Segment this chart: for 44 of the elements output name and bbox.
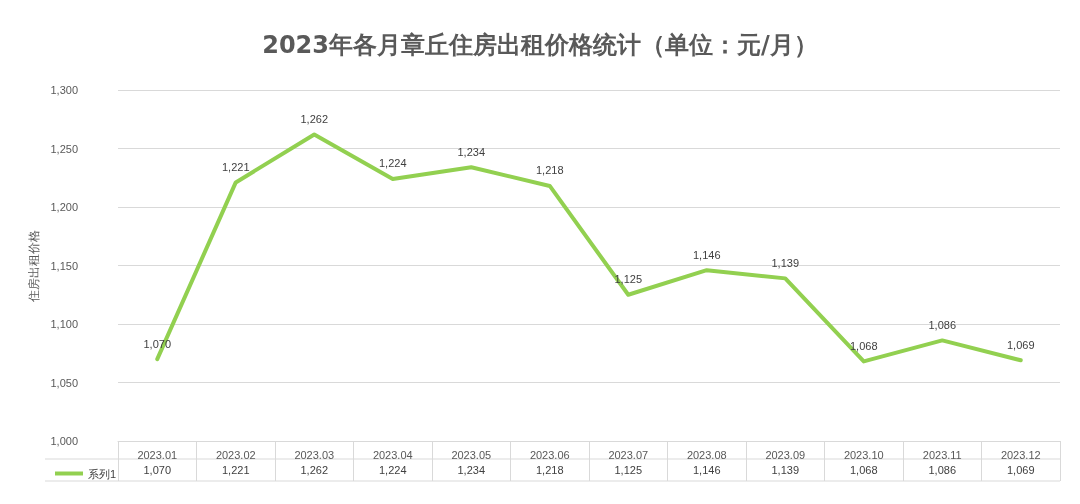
x-tick-label: 2023.10 bbox=[843, 448, 884, 461]
text: 1,086 bbox=[928, 318, 957, 331]
text: 1,146 bbox=[692, 248, 721, 261]
data-label: 1,262 bbox=[300, 464, 329, 476]
text: 1,139 bbox=[771, 256, 800, 269]
x-tick-label: 2023.11 bbox=[922, 448, 962, 461]
x-tick-label: 2023.07 bbox=[608, 448, 649, 461]
y-tick-label: 1,100 bbox=[50, 318, 78, 330]
data-label: 1,234 bbox=[457, 464, 486, 476]
data-label: 1,070 bbox=[143, 464, 172, 476]
x-tick-label: 2023.04 bbox=[372, 448, 413, 461]
text: 1,069 bbox=[1006, 338, 1035, 351]
data-label: 1,139 bbox=[771, 464, 800, 476]
x-tick-label: 2023.05 bbox=[451, 448, 492, 461]
data-label: 1,069 bbox=[1006, 464, 1035, 476]
legend-label: 系列1 bbox=[88, 467, 117, 480]
y-tick-label: 1,150 bbox=[50, 259, 78, 272]
text: 1,068 bbox=[849, 339, 878, 352]
text: 1,234 bbox=[457, 145, 486, 158]
y-tick-label: 1,300 bbox=[50, 84, 78, 96]
x-tick-label: 2023.06 bbox=[529, 448, 570, 461]
text: 1,218 bbox=[535, 164, 564, 177]
data-label: 1,218 bbox=[535, 464, 564, 476]
y-tick-label: 1,200 bbox=[50, 201, 78, 213]
data-label: 1,224 bbox=[378, 464, 407, 476]
text: 1,221 bbox=[221, 160, 250, 173]
text: 1,224 bbox=[378, 157, 407, 170]
x-tick-label: 2023.01 bbox=[137, 448, 178, 461]
x-tick-label: 2023.02 bbox=[215, 448, 256, 461]
data-label: 1,068 bbox=[849, 464, 878, 476]
data-label: 1,125 bbox=[614, 464, 643, 476]
text: 1,262 bbox=[300, 112, 329, 125]
y-tick-label: 1,250 bbox=[50, 142, 78, 155]
data-label: 1,086 bbox=[928, 464, 957, 476]
x-tick-label: 2023.08 bbox=[686, 448, 727, 461]
y-tick-label: 1,050 bbox=[50, 376, 78, 389]
data-label: 1,146 bbox=[692, 464, 721, 476]
x-tick-label: 2023.12 bbox=[1000, 448, 1041, 461]
y-axis-title: 住房出租价格 bbox=[26, 229, 41, 303]
chart-title: 2023年各月章丘住房出租价格统计（单位：元/月） bbox=[262, 31, 818, 59]
y-tick-label: 1,000 bbox=[50, 435, 78, 447]
x-tick-label: 2023.09 bbox=[765, 448, 806, 461]
x-tick-label: 2023.03 bbox=[294, 448, 335, 461]
data-label: 1,221 bbox=[221, 464, 250, 476]
